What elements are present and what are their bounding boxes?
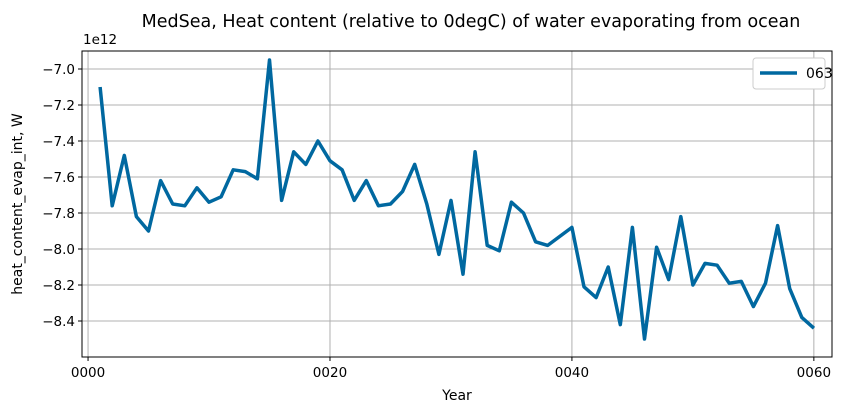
x-tick-label: 0060 [797, 365, 831, 381]
legend-label-063: 063 [806, 66, 833, 82]
plot-area [81, 50, 833, 358]
y-tick-label: −8.2 [42, 278, 75, 294]
series-layer [98, 58, 816, 341]
y-tick-label: −7.2 [42, 98, 75, 114]
series-line-063 [98, 58, 816, 341]
chart-title: MedSea, Heat content (relative to 0degC)… [142, 12, 801, 32]
y-axis-label: heat_content_evap_int, W [10, 113, 26, 295]
y-tick-label: −8.0 [42, 242, 75, 258]
x-tick-label: 0000 [71, 365, 105, 381]
y-tick-label: −8.4 [42, 314, 75, 330]
legend: 063 [752, 57, 833, 90]
y-tick-label: −7.6 [42, 170, 75, 186]
x-tick-label: 0040 [555, 365, 589, 381]
y-offset-text: 1e12 [83, 32, 117, 48]
grid [82, 51, 832, 357]
x-tick-label: 0020 [313, 365, 347, 381]
x-axis-label: Year [441, 388, 472, 404]
ticks: 0000 0020 0040 0060 −7.0 −7.2 −7.4 −7.6 −7.8 −8.0… [42, 62, 831, 381]
y-tick-label: −7.4 [42, 134, 75, 150]
y-tick-label: −7.8 [42, 206, 75, 222]
y-tick-label: −7.0 [42, 62, 75, 78]
